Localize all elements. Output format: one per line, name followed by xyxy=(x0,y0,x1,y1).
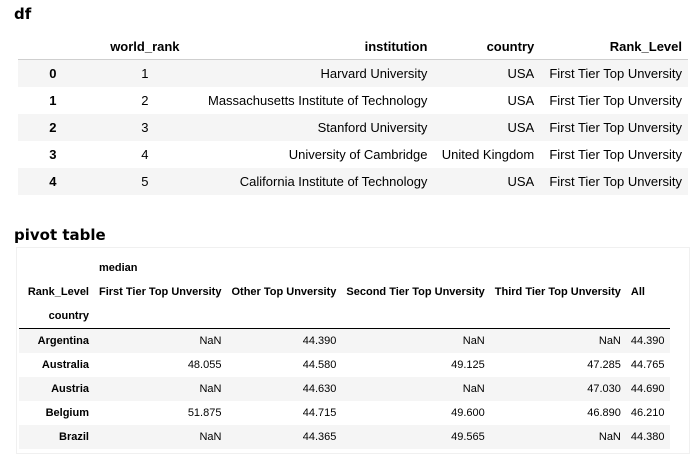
pivot-heading: pivot table xyxy=(14,226,106,244)
pivot-header-row-aggregate: median xyxy=(19,256,670,280)
df-row-index: 1 xyxy=(49,93,57,108)
pivot-header-row-index-name: country xyxy=(19,304,670,329)
pivot-columns-name: Rank_Level xyxy=(27,286,89,298)
pivot-column-header: Third Tier Top Unversity xyxy=(494,286,621,298)
df-cell-country: USA xyxy=(507,174,535,189)
pivot-cell-value: 49.125 xyxy=(451,359,485,371)
pivot-cell-value: NaN xyxy=(199,383,222,395)
df-row-index: 4 xyxy=(49,174,57,189)
pivot-table-container: median Rank_Level First Tier Top Unversi… xyxy=(16,247,690,454)
pivot-cell-value: NaN xyxy=(462,335,485,347)
pivot-cell-value: 46.210 xyxy=(630,407,665,419)
df-row: 4 5 California Institute of Technology USA F… xyxy=(18,168,688,195)
pivot-row: Brazil NaN 44.365 49.565 NaN 44.380 xyxy=(19,425,670,449)
df-index-header xyxy=(18,33,88,60)
df-cell-institution: University of Cambridge xyxy=(288,147,428,162)
df-cell-rank-level: First Tier Top Unversity xyxy=(549,93,682,108)
df-table: world_rank institution country Rank_Leve… xyxy=(18,33,688,195)
pivot-cell-value: 44.765 xyxy=(630,359,665,371)
pivot-column-header: Other Top Unversity xyxy=(231,286,337,298)
df-row: 2 3 Stanford University USA First Tier Top U… xyxy=(18,114,688,141)
pivot-column-header: All xyxy=(630,286,645,298)
df-cell-institution: Harvard University xyxy=(320,66,428,81)
pivot-cell-value: 48.055 xyxy=(187,359,222,371)
df-row: 0 1 Harvard University USA First Tier Top Un… xyxy=(18,59,688,87)
df-cell-country: USA xyxy=(507,120,535,135)
df-row-index: 3 xyxy=(49,147,57,162)
df-cell-rank-level: First Tier Top Unversity xyxy=(549,66,682,81)
pivot-column-header: First Tier Top Unversity xyxy=(99,286,222,298)
df-row: 1 2 Massachusetts Institute of Technology U… xyxy=(18,87,688,114)
pivot-row: Australia 48.055 44.580 49.125 47.285 44.765 xyxy=(19,353,670,377)
df-row: 3 4 University of Cambridge United Kingdom F… xyxy=(18,141,688,168)
pivot-cell-value: NaN xyxy=(598,335,621,347)
pivot-cell-value: 44.630 xyxy=(302,383,337,395)
df-row-index: 0 xyxy=(49,66,57,81)
pivot-cell-value: NaN xyxy=(598,431,621,443)
pivot-cell-value: 47.285 xyxy=(587,359,621,371)
df-column-header: country xyxy=(433,33,541,60)
df-cell-rank-level: First Tier Top Unversity xyxy=(549,174,682,189)
pivot-column-header: Second Tier Top Unversity xyxy=(346,286,485,298)
df-cell-world-rank: 3 xyxy=(141,120,149,135)
df-cell-rank-level: First Tier Top Unversity xyxy=(549,147,682,162)
df-cell-institution: California Institute of Technology xyxy=(239,174,428,189)
pivot-cell-value: 47.030 xyxy=(587,383,621,395)
pivot-cell-value: 44.690 xyxy=(630,383,665,395)
pivot-row: Austria NaN 44.630 NaN 47.030 44.690 xyxy=(19,377,670,401)
df-cell-country: United Kingdom xyxy=(441,147,535,162)
pivot-table: median Rank_Level First Tier Top Unversi… xyxy=(19,256,670,449)
pivot-cell-value: 49.600 xyxy=(451,407,485,419)
df-column-header: institution xyxy=(201,33,434,60)
df-cell-country: USA xyxy=(507,66,535,81)
pivot-row-country: Belgium xyxy=(45,407,89,419)
df-cell-institution: Massachusetts Institute of Technology xyxy=(207,93,428,108)
pivot-cell-value: 44.365 xyxy=(302,431,337,443)
pivot-cell-value: 44.580 xyxy=(302,359,337,371)
pivot-cell-value: 44.715 xyxy=(302,407,337,419)
pivot-cell-value: 46.890 xyxy=(587,407,621,419)
df-cell-world-rank: 5 xyxy=(141,174,149,189)
df-column-header: world_rank xyxy=(87,33,202,60)
pivot-row-country: Argentina xyxy=(37,335,89,347)
pivot-cell-value: 44.380 xyxy=(630,431,665,443)
df-cell-country: USA xyxy=(507,93,535,108)
df-cell-rank-level: First Tier Top Unversity xyxy=(549,120,682,135)
pivot-row-country: Brazil xyxy=(59,431,89,443)
pivot-cell-value: NaN xyxy=(199,335,222,347)
pivot-row-country: Austria xyxy=(51,383,89,395)
pivot-corner-cell xyxy=(19,256,94,280)
pivot-row: Argentina NaN 44.390 NaN NaN 44.390 xyxy=(19,328,670,353)
df-heading: df xyxy=(14,5,32,23)
df-row-index: 2 xyxy=(49,120,57,135)
pivot-header-row-columns: Rank_Level First Tier Top Unversity Other… xyxy=(19,280,670,304)
pivot-row-country: Australia xyxy=(41,359,89,371)
df-cell-world-rank: 4 xyxy=(141,147,149,162)
pivot-cell-value: 44.390 xyxy=(302,335,337,347)
pivot-cell-value: 49.565 xyxy=(451,431,485,443)
pivot-cell-value: NaN xyxy=(462,383,485,395)
df-header-row: world_rank institution country Rank_Leve… xyxy=(18,33,688,60)
pivot-cell-value: 44.390 xyxy=(630,335,665,347)
pivot-index-name: country xyxy=(19,304,94,329)
df-cell-institution: Stanford University xyxy=(317,120,428,135)
df-cell-world-rank: 2 xyxy=(141,93,149,108)
pivot-row: Belgium 51.875 44.715 49.600 46.890 46.210 xyxy=(19,401,670,425)
pivot-cell-value: 51.875 xyxy=(187,407,222,419)
df-column-header: Rank_Level xyxy=(540,33,688,60)
pivot-cell-value: NaN xyxy=(199,431,222,443)
df-cell-world-rank: 1 xyxy=(141,66,149,81)
pivot-aggregate-header: median xyxy=(99,262,138,274)
